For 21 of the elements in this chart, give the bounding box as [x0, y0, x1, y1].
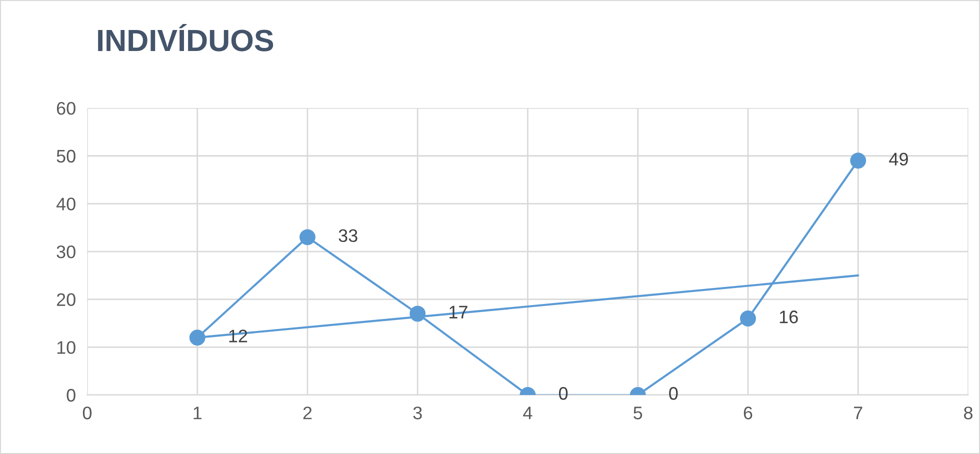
chart-title: INDIVÍDUOS [98, 24, 274, 52]
x-tick-label: 4 [523, 406, 532, 420]
data-label: 49 [889, 152, 908, 166]
x-tick-label: 2 [303, 406, 312, 420]
x-tick-label: 0 [82, 406, 92, 420]
x-tick-label: 3 [413, 406, 422, 420]
data-label: 16 [780, 310, 798, 324]
y-tick-label: 50 [56, 150, 76, 163]
y-tick-label: 20 [56, 293, 76, 306]
x-tick-label: 8 [964, 406, 972, 420]
x-tick-label: 5 [634, 406, 642, 420]
data-label: 33 [338, 229, 358, 242]
x-tick-label: 6 [744, 406, 752, 420]
y-tick-label: 30 [56, 245, 76, 258]
x-tick-label: 7 [854, 406, 862, 420]
y-tick-label: 10 [57, 341, 76, 354]
x-tick-label: 1 [194, 406, 202, 420]
y-tick-label: 40 [56, 198, 76, 210]
y-tick-label: 0 [66, 388, 76, 402]
y-tick-label: 60 [56, 102, 76, 115]
data-label: 0 [669, 387, 678, 400]
